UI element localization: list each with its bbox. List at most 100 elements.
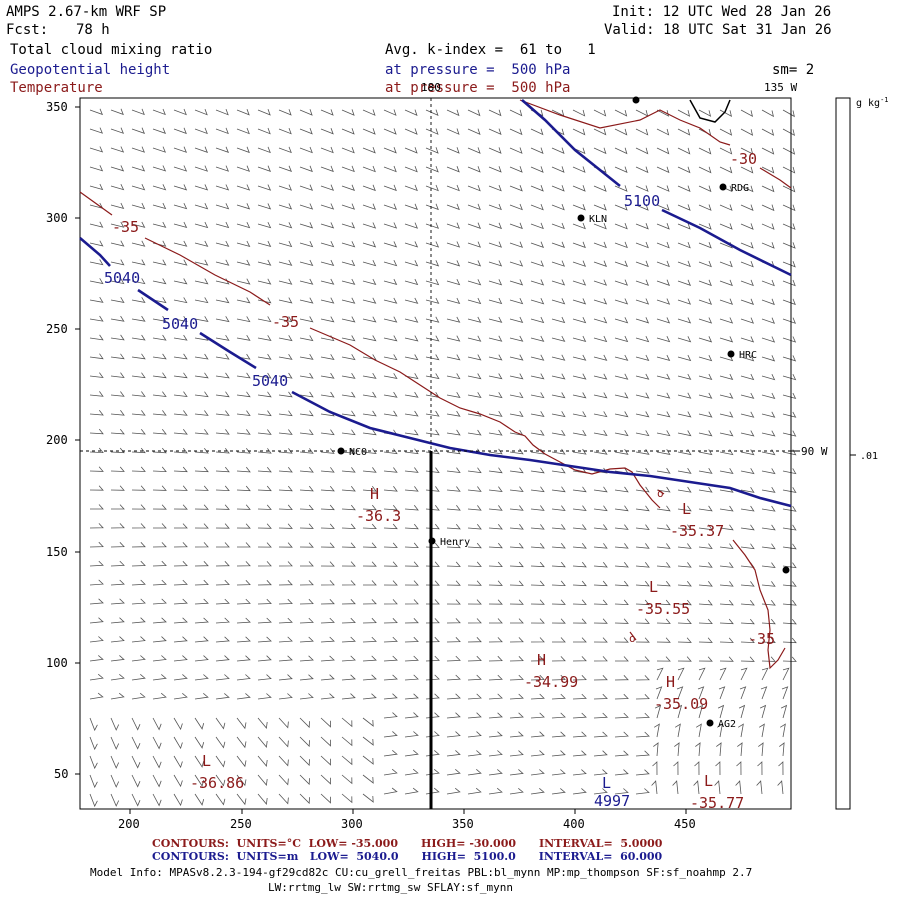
wind-barb [572,712,587,719]
wind-barb [257,127,271,135]
wind-barb [320,755,331,766]
wind-barb [509,674,524,681]
wind-barb [425,222,440,229]
wind-barb [551,260,566,267]
wind-barb [509,298,524,305]
wind-barb [677,298,692,305]
station-marker[interactable] [706,719,714,727]
wind-barb [341,203,356,210]
wind-barb [236,485,251,492]
wind-barb [467,655,482,662]
station-marker[interactable] [337,447,345,455]
wind-barb [696,704,704,719]
wind-barb [362,755,374,765]
wind-barb [653,723,660,738]
temp-contour [309,327,661,509]
wind-barb [383,655,398,662]
wind-barb [152,429,167,435]
station-marker[interactable] [719,183,727,191]
temp-contour [759,167,792,189]
wind-barb [362,128,376,135]
wind-barb [425,203,439,211]
height-contour [137,288,169,312]
wind-barb [736,761,742,776]
wind-barb [425,109,439,117]
wind-barb [761,581,776,587]
station-marker[interactable] [428,537,436,545]
wind-barb [215,617,230,624]
field-temperature: Temperature [10,80,103,96]
wind-barb [719,449,734,456]
wind-barb [446,128,460,135]
wind-barb [635,298,650,305]
wind-barb [761,667,769,681]
wind-barb [761,128,775,136]
wind-barb [593,675,608,681]
wind-barb [761,468,776,475]
wind-barb [573,637,587,643]
wind-barb [656,185,670,192]
wind-barb [152,278,167,285]
wind-barb [530,561,545,568]
wind-barb [593,637,608,643]
wind-barb [194,240,209,247]
wind-barb [635,354,650,362]
station-marker[interactable] [727,350,735,358]
wind-barb [530,750,545,757]
wind-barb [740,411,755,418]
station-marker[interactable] [632,96,640,104]
field-cloud-mixing: Total cloud mixing ratio [10,42,213,58]
wind-barb [278,674,293,681]
wind-barb [299,410,314,417]
wind-barb [509,260,524,267]
wind-barb [446,467,461,473]
wind-barb [89,717,98,732]
wind-barb [341,354,356,361]
wind-barb [551,373,566,380]
x-tick-label: 400 [563,817,585,831]
wind-barb [173,315,188,322]
wind-barb [320,297,335,304]
wind-barb [656,260,670,268]
wind-barb [131,485,146,491]
wind-barb [383,693,398,700]
wind-barb [530,429,545,436]
wind-barb [509,580,524,586]
wind-barb [89,391,104,397]
wind-barb [110,202,125,210]
wind-barb [509,561,524,568]
wind-barb [698,637,713,643]
wind-barb [530,185,544,192]
wind-barb [257,736,268,748]
wind-barb [152,617,167,624]
wind-barb [446,222,461,229]
wind-barb [614,204,628,211]
wind-barb [194,297,209,304]
wind-barb [572,354,587,361]
station-marker[interactable] [782,566,790,574]
x-tick-label: 350 [452,817,474,831]
wind-barb [173,485,188,491]
wind-barb [551,335,566,342]
wind-barb [299,542,314,548]
wind-barb [110,793,120,807]
wind-barb [446,674,461,681]
wind-barb [761,618,776,625]
wind-barb [572,222,586,230]
wind-barb [383,467,398,473]
wind-barb [467,693,482,700]
station-marker[interactable] [577,214,585,222]
wind-barb [362,184,376,192]
wind-barb [363,580,377,586]
wind-barb [152,447,167,454]
wind-barb [341,297,356,304]
wind-barb [694,761,700,776]
wind-barb [759,704,767,719]
wind-barb [698,430,713,437]
wind-barb [257,240,272,248]
wind-barb [614,448,629,455]
temp-contour [79,191,113,216]
wind-barb [173,504,188,510]
wind-barb [341,617,356,624]
wind-barb [89,617,104,624]
